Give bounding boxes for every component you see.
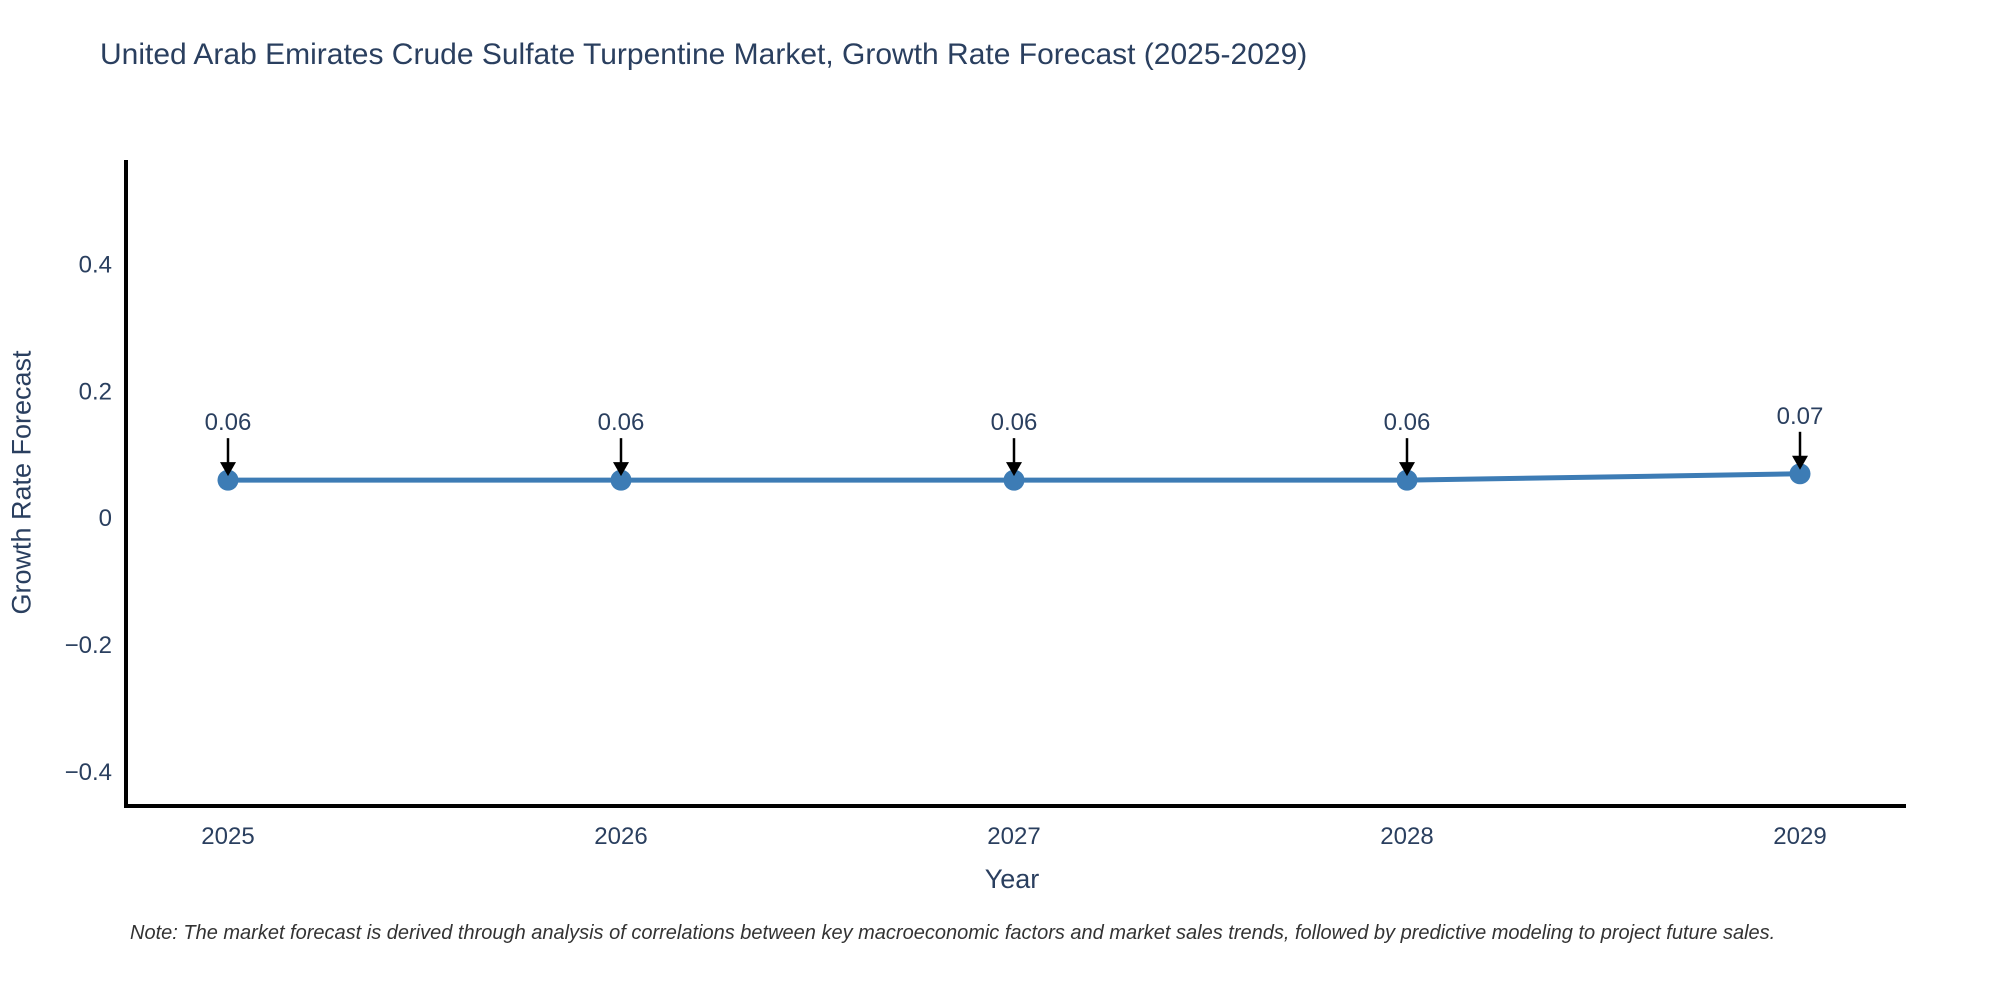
x-tick-labels: 2025 2026 2027 2028 2029: [201, 823, 1826, 850]
data-points: [217, 463, 1811, 491]
annotation-arrow-head: [1399, 462, 1415, 477]
data-point: [1396, 469, 1418, 491]
point-value-label: 0.07: [1777, 403, 1824, 430]
annotation-arrows: [220, 431, 1808, 477]
y-axis-title: Growth Rate Forecast: [6, 350, 37, 615]
data-point: [1789, 463, 1811, 485]
data-point: [1003, 469, 1025, 491]
y-tick-label: −0.2: [65, 632, 112, 659]
x-axis-title: Year: [984, 864, 1040, 894]
data-point: [217, 469, 239, 491]
y-tick-label: 0.4: [79, 252, 112, 279]
point-value-label: 0.06: [1384, 409, 1431, 436]
axes: [124, 160, 1906, 808]
y-tick-label: −0.4: [65, 759, 112, 786]
chart-title: United Arab Emirates Crude Sulfate Turpe…: [100, 38, 1308, 71]
x-tick-label: 2026: [594, 823, 647, 850]
annotation-arrow-head: [1006, 462, 1022, 477]
y-tick-label: 0: [99, 505, 112, 532]
annotation-arrow-head: [220, 462, 236, 477]
annotation-arrow-head: [1792, 455, 1808, 470]
data-point: [610, 469, 632, 491]
y-tick-labels: 0.4 0.2 0 −0.2 −0.4: [65, 252, 112, 786]
x-tick-label: 2025: [201, 823, 254, 850]
x-tick-label: 2029: [1773, 823, 1826, 850]
x-tick-label: 2028: [1380, 823, 1433, 850]
x-tick-label: 2027: [987, 823, 1040, 850]
point-value-label: 0.06: [991, 409, 1038, 436]
annotation-arrow-head: [613, 462, 629, 477]
footnote: Note: The market forecast is derived thr…: [130, 922, 1776, 944]
point-value-label: 0.06: [598, 409, 645, 436]
point-labels: 0.06 0.06 0.06 0.06 0.07: [205, 403, 1824, 436]
point-value-label: 0.06: [205, 409, 252, 436]
y-tick-label: 0.2: [79, 378, 112, 405]
